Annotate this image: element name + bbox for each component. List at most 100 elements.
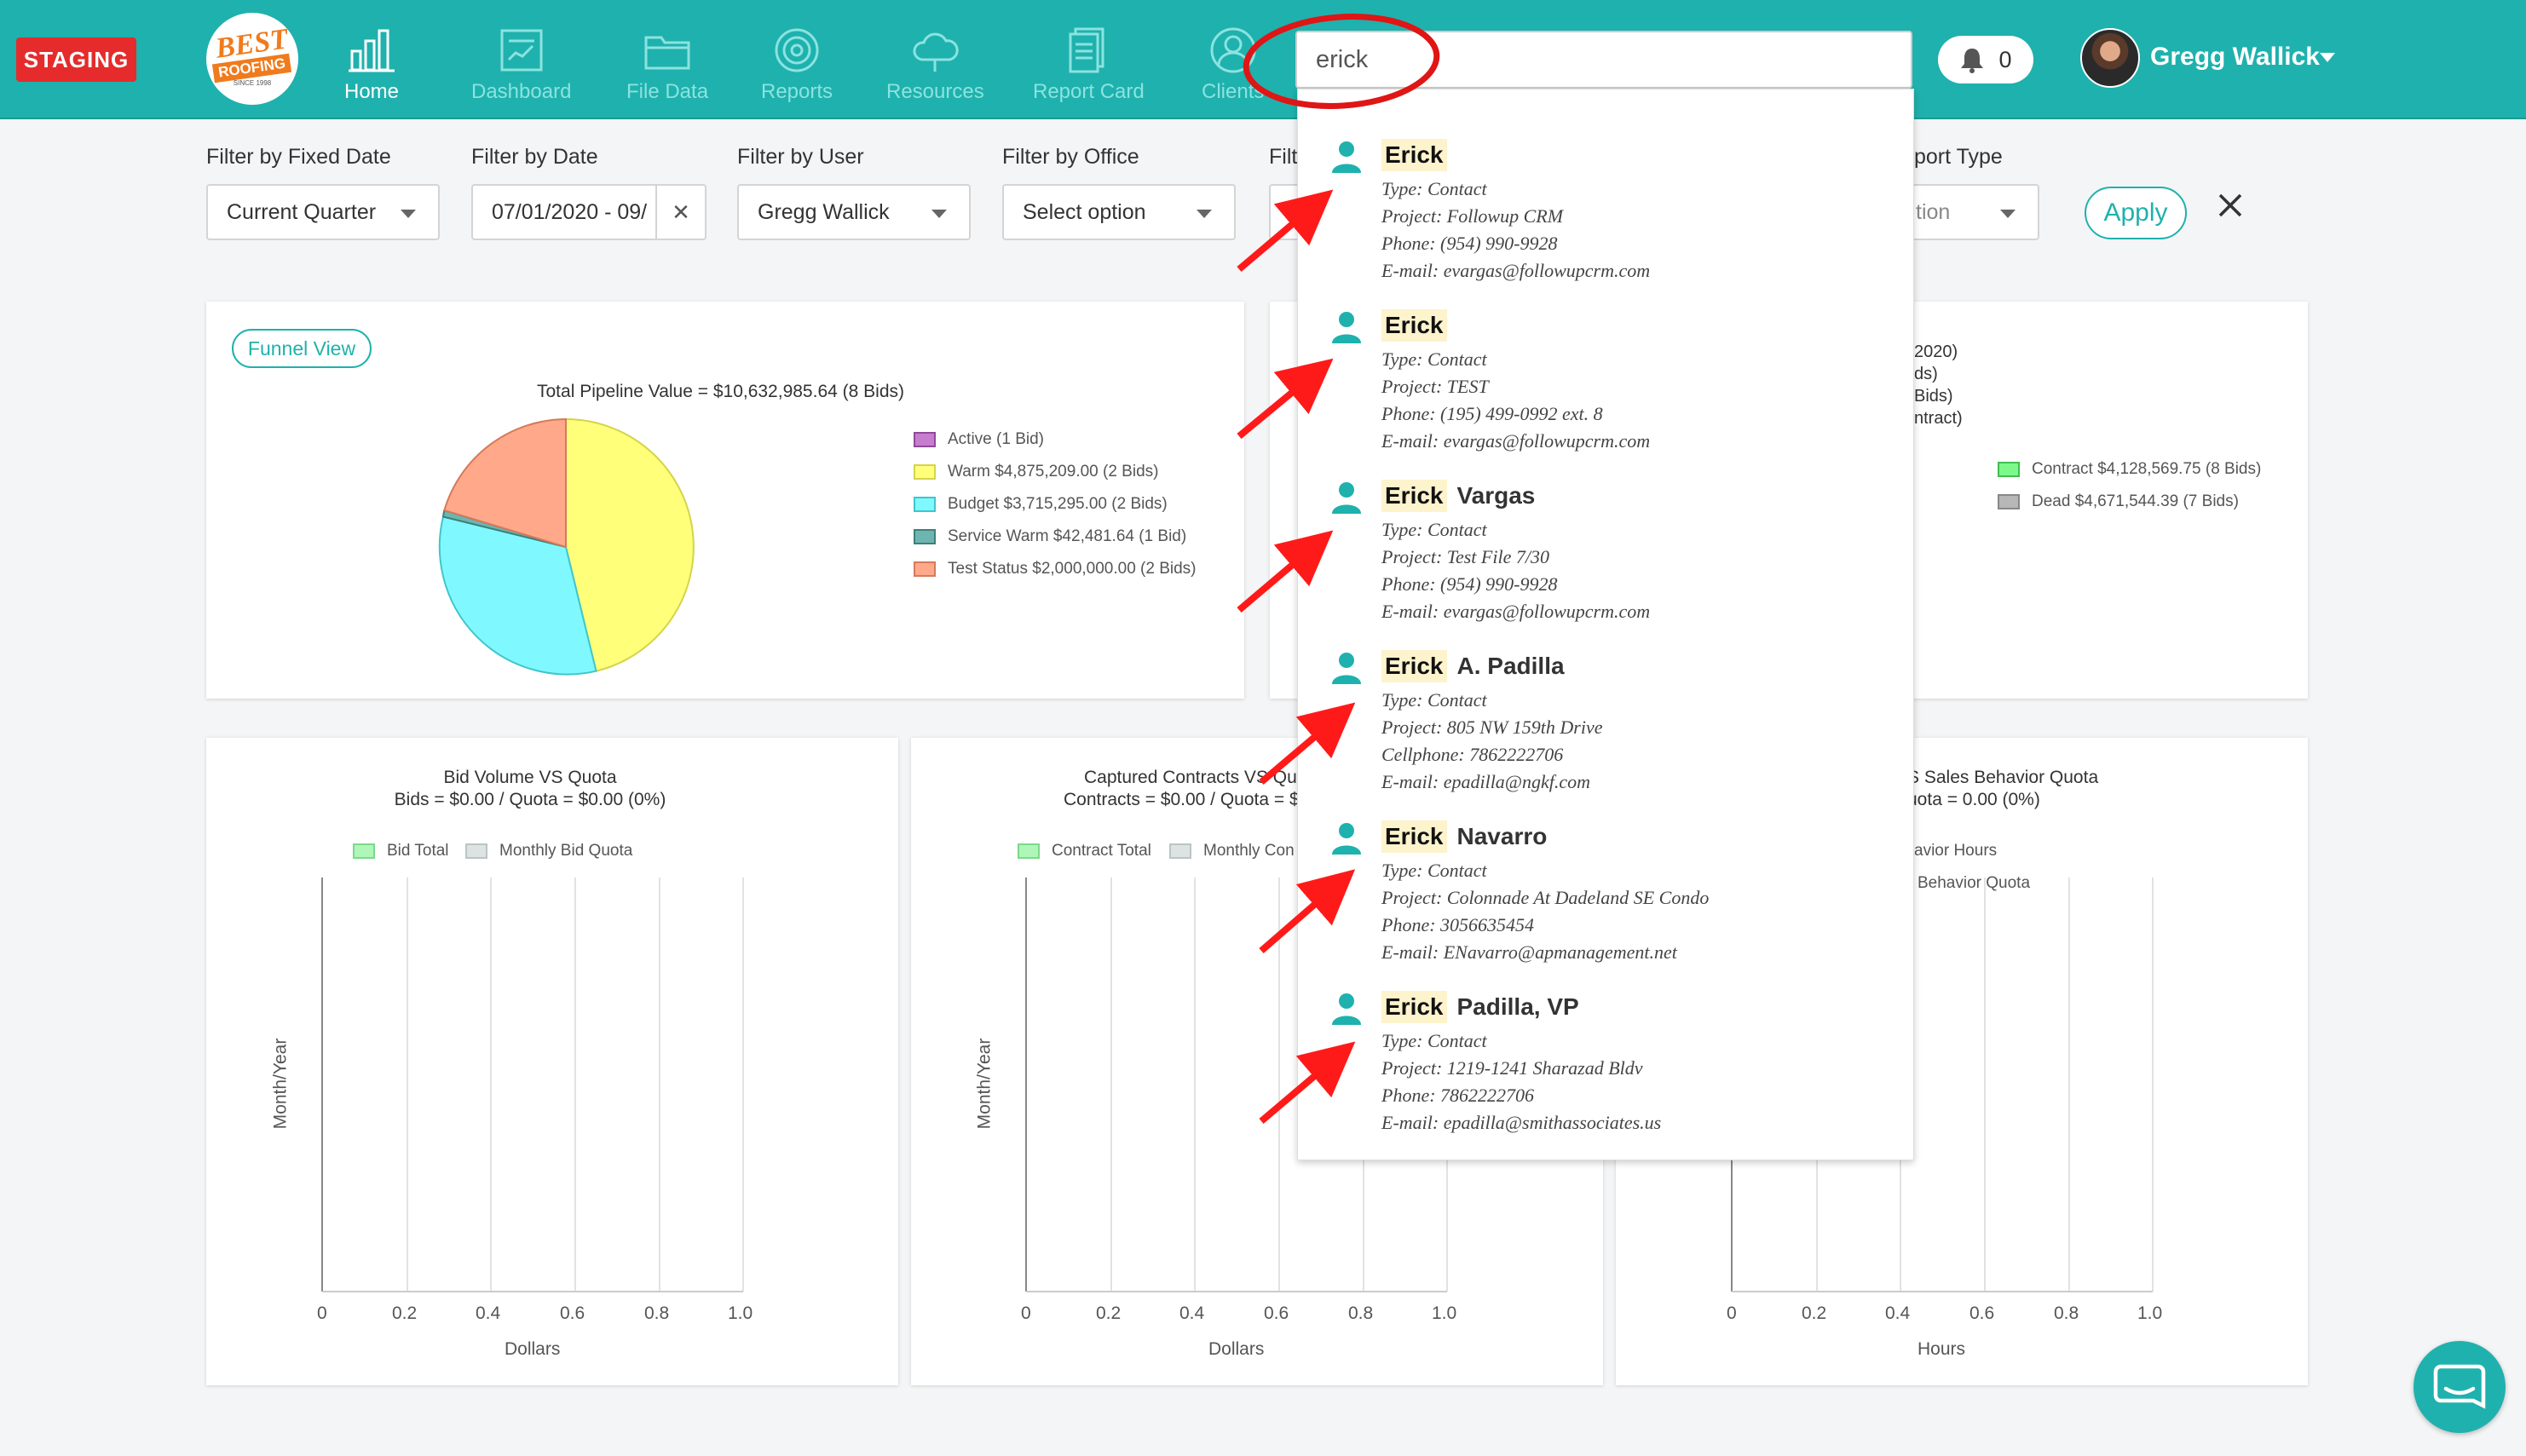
contracts-title-line: Bids) — [1914, 387, 1953, 406]
filter-fixed-date-select[interactable]: Current Quarter — [206, 184, 440, 240]
result-type: Type: Contact — [1381, 348, 1487, 370]
search-result-item[interactable]: Erick Type: Contact Project: TEST Phone:… — [1298, 260, 1915, 452]
annotation-arrow — [1259, 702, 1356, 786]
legend-item: Monthly Bid Quota — [465, 842, 632, 860]
search-result-item[interactable]: Erick Type: Contact Project: Followup CR… — [1298, 89, 1915, 281]
legend-label: Test Status $2,000,000.00 (2 Bids) — [948, 560, 1197, 578]
tick-label: 0.8 — [1348, 1303, 1374, 1323]
pie-slice-test-status — [443, 417, 567, 549]
bar-chart-icon — [349, 29, 395, 72]
result-email: E-mail: epadilla@smithassociates.us — [1381, 1112, 1662, 1133]
legend-swatch — [914, 529, 936, 544]
filter-date-value: 07/01/2020 - 09/ — [492, 199, 648, 224]
company-logo[interactable]: BEST ROOFING SINCE 1998 — [206, 13, 298, 105]
top-navbar: STAGING BEST ROOFING SINCE 1998 Home Das… — [0, 0, 2526, 119]
result-name: Erick — [1381, 139, 1457, 171]
nav-file-data[interactable]: File Data — [626, 26, 708, 111]
chevron-down-icon — [931, 210, 947, 218]
nav-reports[interactable]: Reports — [761, 26, 833, 111]
chevron-down-icon — [1197, 210, 1212, 218]
result-name: Erick Navarro — [1381, 820, 1547, 853]
chart-title-line: Bid Volume VS Quota — [443, 768, 617, 787]
target-icon — [775, 28, 819, 72]
search-result-item[interactable]: Erick Vargas Type: Contact Project: Test… — [1298, 430, 1915, 622]
chat-launcher-button[interactable] — [2414, 1341, 2506, 1433]
tick-label: 0.6 — [560, 1303, 585, 1323]
annotation-arrow — [1259, 1041, 1356, 1125]
nav-dashboard-label: Dashboard — [471, 80, 572, 103]
user-name[interactable]: Gregg Wallick — [2150, 43, 2320, 71]
close-icon[interactable] — [2216, 191, 2245, 220]
tick-label: 0.8 — [2054, 1303, 2079, 1323]
result-name-highlight: Erick — [1381, 820, 1447, 853]
legend-item: Dead $4,671,544.39 (7 Bids) — [1998, 492, 2239, 511]
result-name-highlight: Erick — [1381, 139, 1447, 171]
tick-label: 1.0 — [1432, 1303, 1457, 1323]
staging-badge: STAGING — [16, 37, 136, 82]
search-result-item[interactable]: Erick A. Padilla Type: Contact Project: … — [1298, 601, 1915, 792]
search-result-item[interactable]: Erick Navarro Type: Contact Project: Col… — [1298, 771, 1915, 963]
result-phone: Phone: (954) 990-9928 — [1381, 233, 1558, 254]
legend-label: Active (1 Bid) — [948, 430, 1044, 448]
cloud-icon — [913, 32, 960, 72]
filter-office-select[interactable]: Select option — [1002, 184, 1236, 240]
result-phone: Cellphone: 7862222706 — [1381, 744, 1564, 765]
legend-label: Monthly Con — [1203, 842, 1295, 860]
result-name-rest: Vargas — [1456, 482, 1536, 509]
result-name-rest: Navarro — [1456, 823, 1548, 849]
result-email: E-mail: ENavarro@apmanagement.net — [1381, 941, 1677, 963]
chart-title-line: S Sales Behavior Quota — [1907, 768, 2099, 787]
nav-resources[interactable]: Resources — [886, 26, 984, 111]
result-type: Type: Contact — [1381, 178, 1487, 199]
legend-item: Bid Total — [353, 842, 449, 860]
legend-item: Behavior Quota — [1918, 874, 2030, 893]
filter-date-label: Filter by Date — [471, 145, 598, 169]
funnel-view-button[interactable]: Funnel View — [232, 329, 372, 368]
result-name-highlight: Erick — [1381, 309, 1447, 342]
legend-swatch — [914, 464, 936, 480]
clear-date-icon[interactable]: ✕ — [655, 186, 705, 239]
annotation-arrow — [1259, 869, 1356, 954]
filter-user-select[interactable]: Gregg Wallick — [737, 184, 971, 240]
pie-slice-budget — [438, 515, 597, 676]
notifications-button[interactable]: 0 — [1938, 36, 2033, 83]
filter-date-input[interactable]: 07/01/2020 - 09/ ✕ — [471, 184, 706, 240]
result-email: E-mail: evargas@followupcrm.com — [1381, 260, 1651, 281]
pie-slice-warm — [565, 417, 695, 672]
tick-label: 0.2 — [392, 1303, 418, 1323]
result-email: E-mail: epadilla@ngkf.com — [1381, 771, 1591, 792]
chart-subtitle-line: uota = 0.00 (0%) — [1907, 790, 2040, 809]
global-search-input[interactable]: erick — [1295, 31, 1912, 89]
contact-person-icon — [1332, 482, 1361, 514]
chevron-down-icon[interactable] — [2320, 53, 2335, 62]
chevron-down-icon — [2000, 210, 2016, 218]
logo-text-since: SINCE 1998 — [233, 78, 272, 87]
nav-home[interactable]: Home — [344, 26, 399, 111]
result-name-highlight: Erick — [1381, 650, 1447, 682]
legend-label: Service Warm $42,481.64 (1 Bid) — [948, 527, 1187, 545]
nav-report-card[interactable]: Report Card — [1033, 26, 1145, 111]
legend-label: Bid Total — [387, 842, 449, 860]
contracts-title-line: ntract) — [1914, 409, 1963, 428]
nav-reports-label: Reports — [761, 80, 833, 103]
legend-label: Warm $4,875,209.00 (2 Bids) — [948, 463, 1159, 481]
bell-icon — [1961, 49, 1984, 73]
nav-report-card-label: Report Card — [1033, 80, 1145, 103]
search-result-item[interactable]: Erick Padilla, VP Type: Contact Project:… — [1298, 941, 1915, 1133]
result-type: Type: Contact — [1381, 519, 1487, 540]
contracts-card-title: 2020) ds) Bids) ntract) — [1914, 341, 1963, 429]
tick-label: 0 — [1727, 1303, 1737, 1323]
filter-office-label: Filter by Office — [1002, 145, 1139, 169]
legend-swatch — [1018, 843, 1040, 859]
nav-dashboard[interactable]: Dashboard — [471, 26, 571, 111]
user-avatar[interactable] — [2080, 28, 2140, 88]
legend-label: Contract $4,128,569.75 (8 Bids) — [2032, 460, 2262, 478]
folder-icon — [644, 36, 690, 70]
apply-button[interactable]: Apply — [2085, 187, 2187, 239]
tick-label: 0.6 — [1969, 1303, 1995, 1323]
contact-person-icon — [1332, 823, 1361, 855]
tick-label: 1.0 — [2137, 1303, 2163, 1323]
result-project: Project: 1219-1241 Sharazad Bldv — [1381, 1057, 1643, 1079]
filter-report-type-label: port Type — [1914, 145, 2003, 169]
